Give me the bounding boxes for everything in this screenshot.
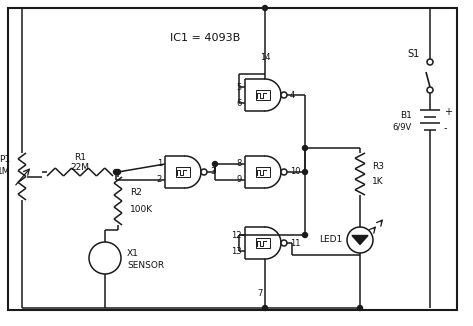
Circle shape <box>281 92 287 98</box>
Bar <box>155 22 330 302</box>
Circle shape <box>303 232 307 238</box>
Text: 1K: 1K <box>372 177 384 186</box>
Text: 5: 5 <box>237 82 242 92</box>
Text: 22M: 22M <box>70 162 89 171</box>
Text: 14: 14 <box>260 53 270 63</box>
Text: 100K: 100K <box>130 205 153 214</box>
Circle shape <box>303 170 307 174</box>
Text: 1: 1 <box>157 159 162 169</box>
Polygon shape <box>352 235 368 244</box>
Text: 6/9V: 6/9V <box>393 123 412 131</box>
Circle shape <box>89 242 121 274</box>
Circle shape <box>212 161 218 167</box>
Text: IC1 = 4093B: IC1 = 4093B <box>170 33 240 43</box>
Text: 1M: 1M <box>0 168 10 176</box>
Circle shape <box>358 305 362 310</box>
Circle shape <box>347 227 373 253</box>
Circle shape <box>427 87 433 93</box>
Text: 6: 6 <box>236 98 242 108</box>
Text: 4: 4 <box>290 91 295 99</box>
Text: B1: B1 <box>400 111 412 120</box>
Text: 8: 8 <box>236 159 242 169</box>
Text: R3: R3 <box>372 162 384 171</box>
Text: X1: X1 <box>127 248 139 258</box>
Text: S1: S1 <box>408 49 420 59</box>
Circle shape <box>281 240 287 246</box>
Text: SENSOR: SENSOR <box>127 260 164 270</box>
Circle shape <box>263 6 268 10</box>
Text: 11: 11 <box>290 239 300 247</box>
Text: 9: 9 <box>237 175 242 185</box>
Circle shape <box>115 170 121 174</box>
Circle shape <box>427 59 433 65</box>
Text: R1: R1 <box>74 154 86 162</box>
Text: -: - <box>444 123 447 133</box>
Text: 12: 12 <box>231 230 242 240</box>
Text: R2: R2 <box>130 188 142 197</box>
Bar <box>256 238 270 248</box>
Text: 7: 7 <box>257 289 263 298</box>
Text: +: + <box>444 107 452 117</box>
Circle shape <box>263 305 268 310</box>
Text: 10: 10 <box>290 168 300 176</box>
Circle shape <box>281 169 287 175</box>
Text: 2: 2 <box>157 175 162 185</box>
Circle shape <box>201 169 207 175</box>
Text: 13: 13 <box>231 246 242 256</box>
Bar <box>176 167 190 177</box>
Bar <box>256 90 270 100</box>
Circle shape <box>303 145 307 151</box>
Circle shape <box>114 170 119 174</box>
Text: P1: P1 <box>0 156 10 165</box>
Text: 3: 3 <box>210 168 215 176</box>
Bar <box>256 167 270 177</box>
Text: LED1: LED1 <box>319 235 342 244</box>
